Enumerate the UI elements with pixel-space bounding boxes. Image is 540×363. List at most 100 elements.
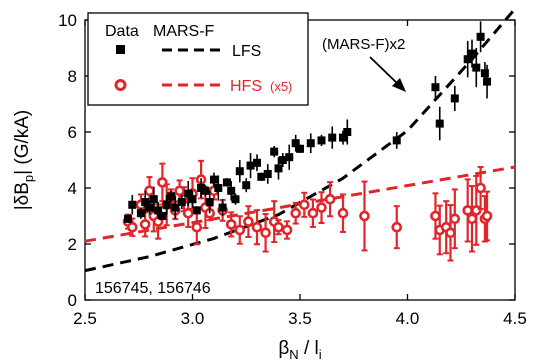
- legend-box: [87, 12, 309, 106]
- lfs-point: [431, 83, 440, 92]
- legend-header-data: Data: [105, 23, 139, 40]
- lfs-point: [167, 192, 175, 201]
- x-axis-label: βN / li: [278, 338, 321, 362]
- lfs-point: [222, 178, 231, 187]
- shot-label: 156745, 156746: [95, 280, 211, 297]
- hfs-point: [251, 221, 263, 233]
- lfs-point: [450, 94, 459, 103]
- lfs-point: [343, 128, 352, 136]
- lfs-point: [136, 209, 145, 218]
- hfs-point: [481, 210, 493, 222]
- y-tick-label: 4: [68, 179, 77, 198]
- lfs-point: [124, 214, 132, 223]
- lfs-point: [188, 195, 197, 204]
- hfs-point: [466, 213, 478, 225]
- lfs-point: [171, 203, 180, 212]
- lfs-point: [231, 195, 240, 204]
- lfs-point: [192, 206, 201, 215]
- svg-text:βN / li: βN / li: [278, 338, 321, 362]
- hfs-point: [475, 182, 486, 194]
- y-tick-label: 10: [58, 11, 77, 30]
- hfs-point: [337, 207, 349, 219]
- hfs-point: [127, 221, 138, 233]
- hfs-point: [182, 207, 194, 219]
- lfs-point: [274, 164, 283, 173]
- lfs-point: [128, 200, 137, 209]
- lfs-point: [306, 139, 315, 148]
- hfs-point: [290, 207, 302, 219]
- x-tick-label: 3.0: [181, 309, 205, 328]
- hfs-point: [391, 221, 403, 233]
- model-curve-lfs: [84, 7, 517, 273]
- lfs-point: [263, 170, 272, 178]
- lfs-point: [253, 158, 261, 167]
- legend-hfs-marker: [114, 79, 127, 91]
- lfs-point: [270, 147, 279, 156]
- hfs-point: [430, 210, 441, 222]
- ticks: 2.5 3.0 3.5 4.0 4.5 0 2 4 6 8 10: [58, 11, 527, 328]
- y-tick-label: 0: [68, 291, 77, 310]
- lfs-point: [214, 184, 223, 192]
- lfs-point: [468, 49, 476, 58]
- lfs-point: [246, 161, 255, 170]
- lfs-point: [162, 200, 171, 209]
- lfs-point: [201, 186, 210, 195]
- svg-text:|δBp| (G/kA): |δBp| (G/kA): [12, 110, 36, 211]
- hfs-point: [462, 205, 474, 216]
- hfs-point: [260, 227, 271, 239]
- lfs-point: [435, 119, 444, 128]
- lfs-point: [317, 136, 326, 145]
- legend-lfs-marker: [116, 45, 125, 54]
- x-tick-label: 4.0: [396, 309, 420, 328]
- lfs-point: [483, 77, 492, 86]
- hfs-point: [470, 205, 482, 216]
- lfs-point: [184, 189, 193, 198]
- y-tick-label: 8: [68, 67, 77, 86]
- lfs-point: [177, 198, 186, 206]
- y-axis-label: |δBp| (G/kA): [12, 110, 36, 211]
- legend: Data MARS-F LFS HFS (x5): [87, 12, 309, 106]
- lfs-point: [476, 32, 485, 41]
- hfs-point: [243, 216, 254, 227]
- x-tick-label: 2.5: [73, 309, 97, 328]
- lfs-point: [392, 136, 401, 145]
- annotation-arrow-shaft: [369, 56, 401, 87]
- hfs-point: [225, 219, 237, 230]
- annotation-arrow-head: [392, 78, 406, 92]
- hfs-point: [281, 224, 293, 236]
- lfs-point: [154, 206, 163, 215]
- lfs-point: [278, 156, 287, 164]
- lfs-point: [480, 69, 489, 78]
- hfs-point: [191, 221, 203, 233]
- lfs-point: [205, 198, 214, 206]
- x-tick-label: 3.5: [288, 309, 312, 328]
- hfs-point: [144, 185, 155, 197]
- hfs-point: [139, 219, 151, 230]
- annotation-mars-x2: (MARS-F)x2: [322, 36, 405, 53]
- lfs-point: [257, 172, 266, 181]
- lfs-point: [242, 181, 251, 190]
- lfs-point: [197, 184, 206, 192]
- lfs-point: [141, 198, 150, 206]
- legend-lfs-label: LFS: [232, 43, 261, 60]
- lfs-point: [149, 195, 158, 204]
- lfs-point: [339, 133, 347, 142]
- x-tick-label: 4.5: [503, 309, 527, 328]
- legend-hfs-suffix: (x5): [270, 79, 292, 94]
- hfs-point: [316, 202, 327, 213]
- hfs-point: [445, 227, 456, 239]
- hfs-point: [234, 224, 246, 236]
- lfs-point: [218, 203, 227, 212]
- lfs-point: [296, 144, 304, 153]
- lfs-point: [463, 55, 472, 64]
- hfs-point: [307, 207, 319, 219]
- lfs-point: [291, 139, 300, 148]
- legend-header-model: MARS-F: [153, 23, 215, 40]
- lfs-point: [145, 203, 154, 212]
- lfs-point: [158, 212, 167, 220]
- lfs-point: [235, 167, 244, 176]
- hfs-point: [324, 193, 336, 205]
- hfs-point: [449, 213, 461, 225]
- lfs-point: [472, 63, 481, 72]
- lfs-series: [124, 21, 492, 223]
